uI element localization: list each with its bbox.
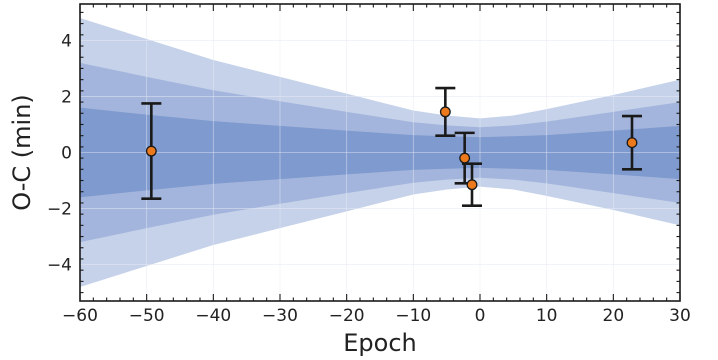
data-point — [459, 152, 471, 164]
plot-frame — [79, 3, 681, 302]
data-points — [145, 106, 638, 191]
y-tick-labels: −4 −2 0 2 4 — [47, 31, 72, 275]
x-tick-label: −10 — [395, 306, 431, 326]
x-tick-label: −40 — [195, 306, 231, 326]
y-tick-label: 4 — [61, 31, 72, 51]
data-point — [145, 145, 157, 157]
axis-ticks — [79, 4, 681, 301]
x-tick-label: 30 — [669, 306, 691, 326]
x-tick-label: 10 — [536, 306, 558, 326]
y-tick-label: −2 — [47, 200, 72, 220]
x-tick-label: −50 — [129, 306, 165, 326]
x-tick-label: −60 — [62, 306, 98, 326]
x-tick-label: 0 — [475, 306, 486, 326]
data-point — [626, 137, 638, 149]
data-point — [439, 106, 451, 118]
gridlines — [80, 4, 680, 301]
x-tick-label: −30 — [262, 306, 298, 326]
y-tick-label: −4 — [47, 256, 72, 276]
data-point — [466, 179, 478, 191]
x-tick-labels: −60 −50 −40 −30 −20 −10 0 10 20 30 — [62, 306, 691, 326]
x-tick-label: 20 — [603, 306, 625, 326]
x-axis-label: Epoch — [343, 329, 417, 357]
y-axis-label: O-C (min) — [8, 94, 36, 211]
y-tick-label: 0 — [61, 144, 72, 164]
x-tick-label: −20 — [329, 306, 365, 326]
y-tick-label: 2 — [61, 87, 72, 107]
